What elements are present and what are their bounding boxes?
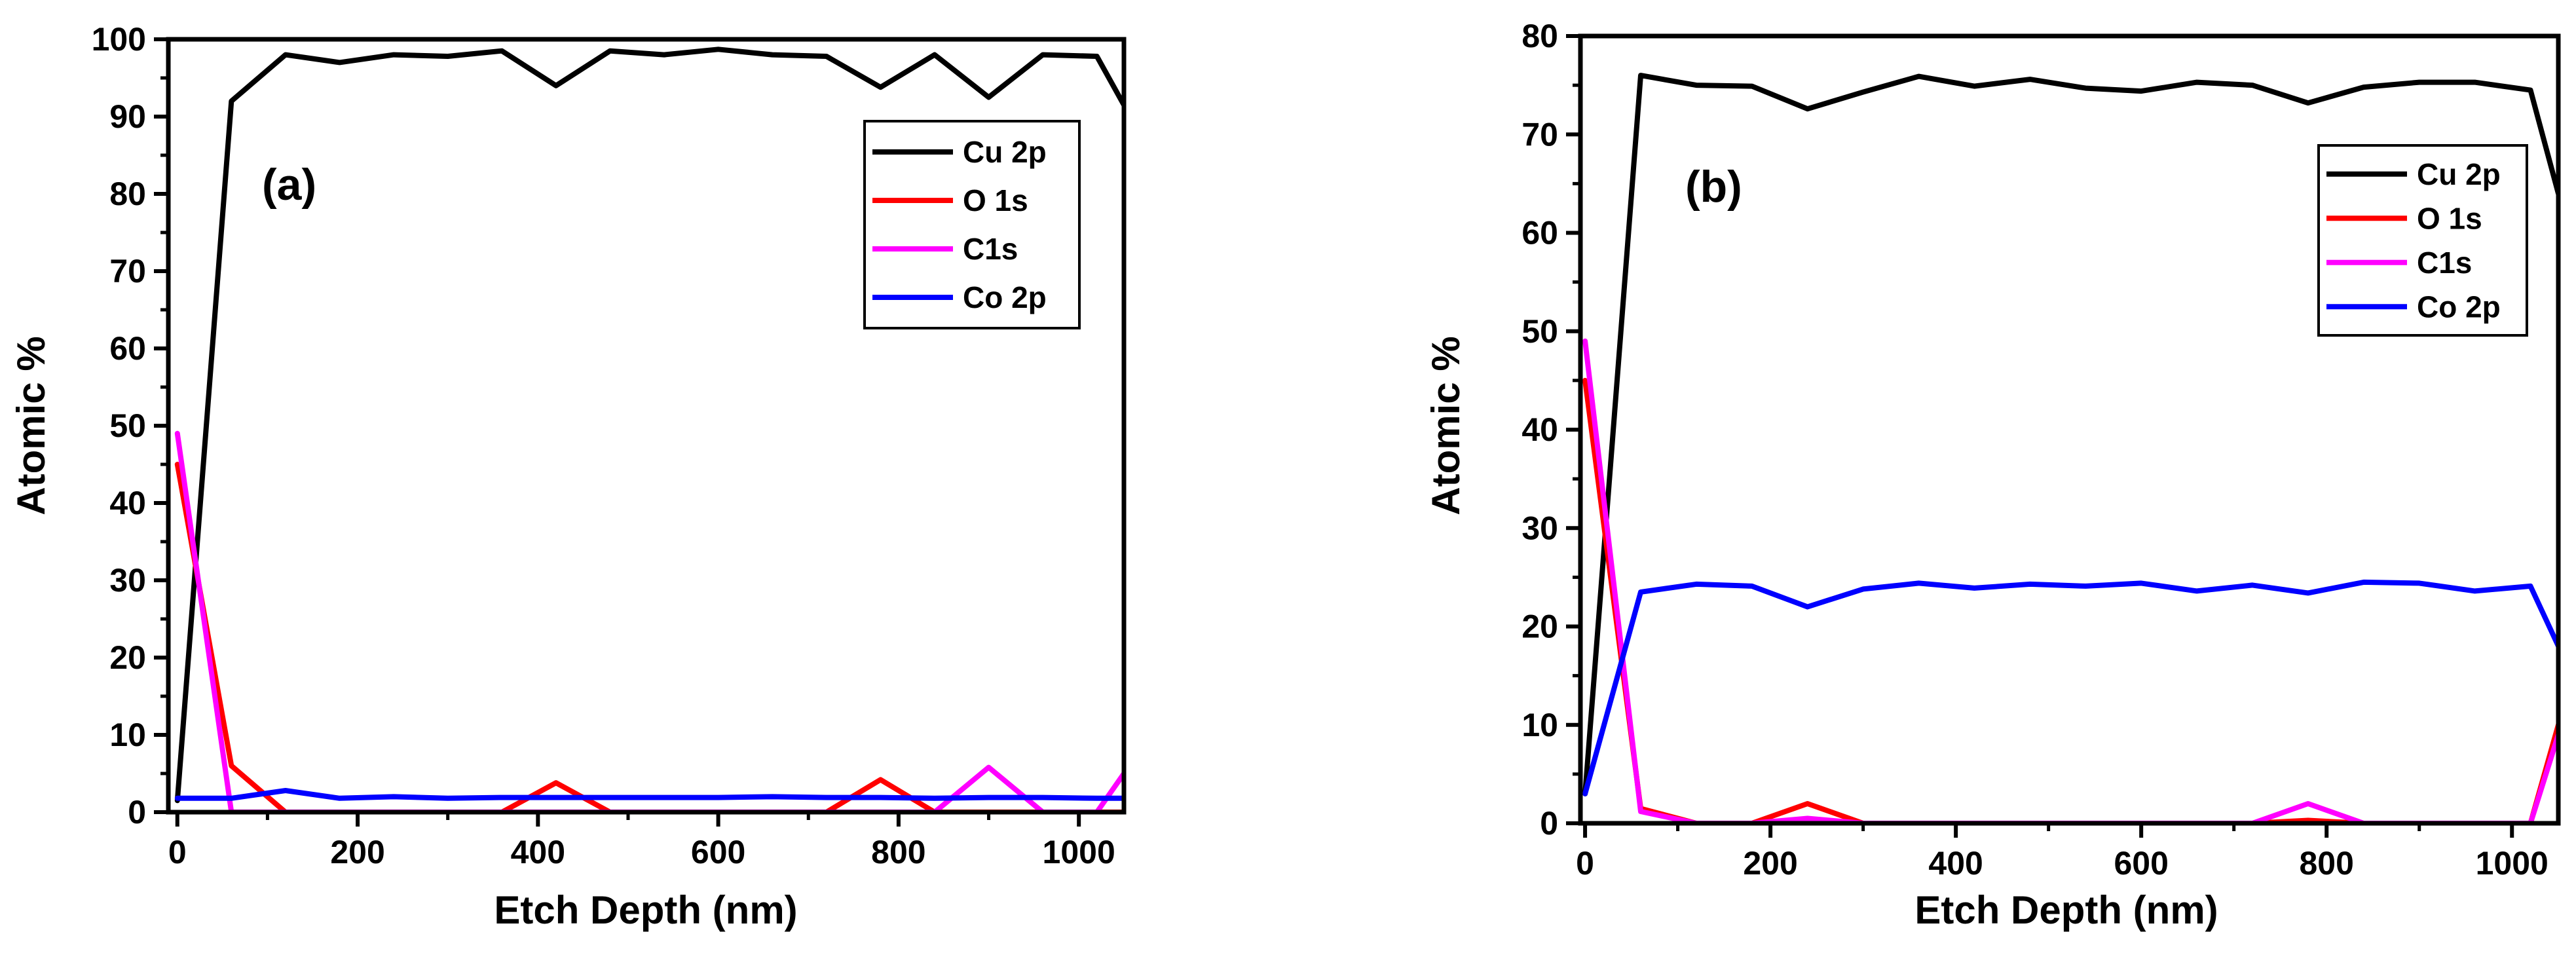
- legend-box: [863, 120, 1081, 329]
- chart-panel-a: 0 200 400 600 800 1000 0 10 20 30 40 50 60 70 80 90 100 E…: [9, 21, 1127, 932]
- y-tick-label: 30: [109, 562, 146, 599]
- panel-label: (b): [1685, 162, 1742, 212]
- legend-label: Co 2p: [963, 280, 1047, 314]
- panel-label: (a): [262, 160, 316, 210]
- legend: Cu 2p O 1s C1s Co 2p: [863, 120, 1081, 329]
- x-tick-label: 1000: [1043, 834, 1115, 870]
- y-tick-label: 30: [1521, 510, 1558, 546]
- x-tick-label: 1000: [2476, 845, 2548, 882]
- x-tick-label: 800: [2299, 845, 2353, 882]
- legend-label: Cu 2p: [2417, 157, 2501, 191]
- x-tick-label: 0: [168, 834, 187, 870]
- y-axis-title: Atomic %: [9, 336, 53, 515]
- x-axis-title: Etch Depth (nm): [494, 888, 797, 932]
- x-axis-title: Etch Depth (nm): [1914, 888, 2218, 932]
- y-tick-label: 40: [1521, 411, 1558, 448]
- series-line-cu-2p: [174, 47, 1124, 804]
- y-tick-label: 70: [109, 253, 146, 289]
- y-tick-label: 90: [109, 98, 146, 135]
- y-tick-label: 100: [92, 21, 146, 58]
- legend-label: O 1s: [963, 183, 1028, 217]
- y-tick-label: 60: [1521, 215, 1558, 252]
- series-line-c1s: [174, 430, 1124, 812]
- series-line-o-1s: [174, 462, 1124, 812]
- legend-label: O 1s: [2417, 201, 2482, 235]
- y-axis-title: Atomic %: [1424, 336, 1468, 515]
- series-line-co-2p: [174, 788, 1124, 801]
- plot-lines: [174, 47, 1124, 812]
- y-tick-label: 60: [109, 330, 146, 367]
- x-tick-label: 600: [2114, 845, 2168, 882]
- x-tick-label: 400: [511, 834, 565, 870]
- x-tick-label: 0: [1576, 845, 1594, 882]
- y-tick-label: 0: [128, 794, 146, 830]
- x-tick-label: 800: [871, 834, 925, 870]
- y-tick-label: 50: [109, 407, 146, 444]
- y-tick-label: 70: [1521, 116, 1558, 153]
- series-line-o-1s: [1582, 377, 2558, 823]
- legend: Cu 2p O 1s C1s Co 2p: [2317, 144, 2528, 337]
- y-tick-label: 10: [1521, 707, 1558, 743]
- legend-label: Cu 2p: [963, 135, 1047, 169]
- plot-lines: [1582, 73, 2558, 823]
- chart-panel-b: 0 200 400 600 800 1000 0 10 20 30 40 50 60 70 80 Etch D…: [1424, 18, 2561, 932]
- y-tick-label: 10: [109, 717, 146, 753]
- y-tick-label: 50: [1521, 313, 1558, 350]
- legend-box: [2317, 144, 2528, 337]
- x-tick-label: 200: [330, 834, 384, 870]
- legend-label: Co 2p: [2417, 289, 2501, 324]
- legend-label: C1s: [2417, 246, 2472, 280]
- x-tick-label: 200: [1743, 845, 1797, 882]
- x-tick-label: 400: [1928, 845, 1983, 882]
- series-line-co-2p: [1582, 579, 2558, 796]
- y-tick-label: 80: [1521, 18, 1558, 54]
- series-line-cu-2p: [1582, 73, 2558, 796]
- y-tick-label: 20: [109, 639, 146, 676]
- y-tick-label: 40: [109, 485, 146, 521]
- y-tick-label: 80: [109, 176, 146, 212]
- legend-label: C1s: [963, 232, 1018, 266]
- y-tick-label: 20: [1521, 608, 1558, 645]
- y-tick-label: 0: [1540, 805, 1558, 842]
- x-tick-label: 600: [691, 834, 745, 870]
